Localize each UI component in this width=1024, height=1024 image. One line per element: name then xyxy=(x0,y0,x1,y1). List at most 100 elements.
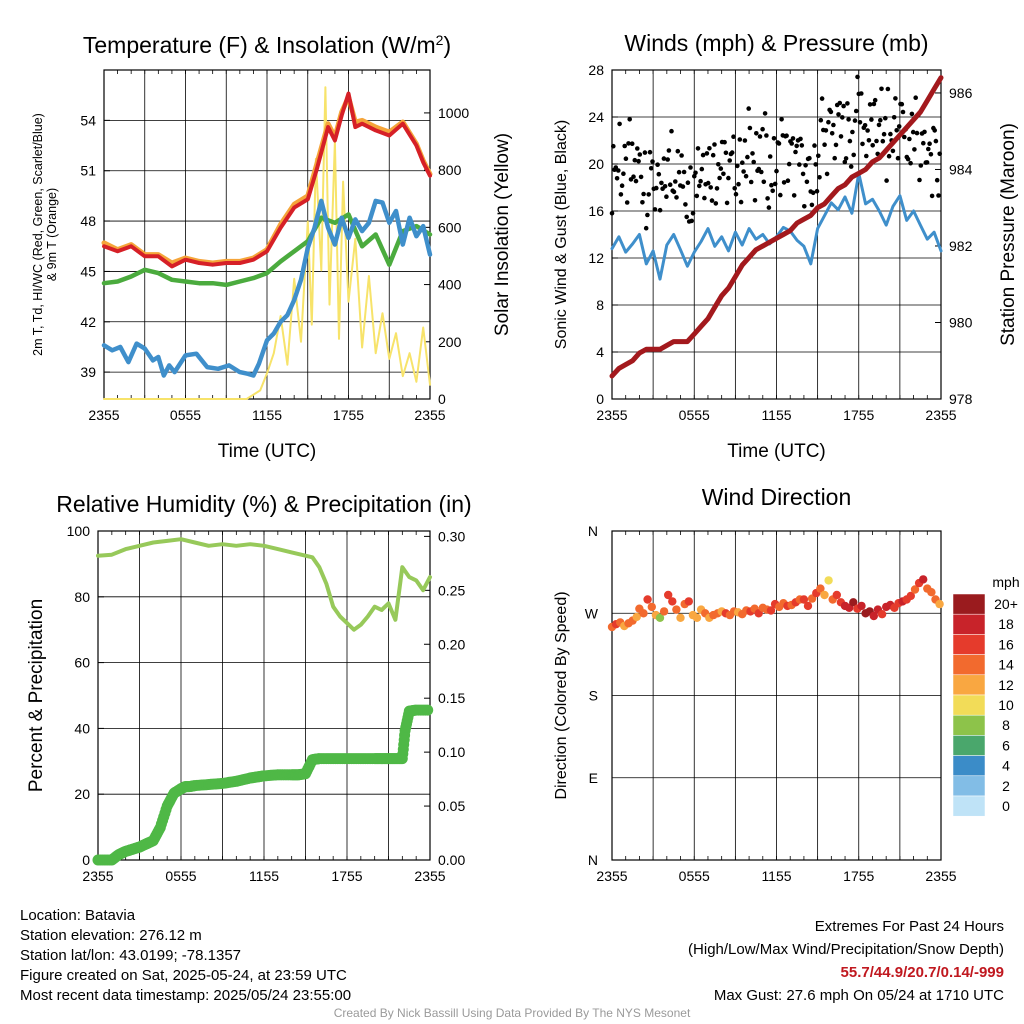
gust-point xyxy=(853,108,859,114)
y-axis-label: Percent & Precipitation xyxy=(26,599,47,792)
gust-point xyxy=(702,195,707,201)
gust-point xyxy=(695,146,701,151)
gust-point xyxy=(748,179,754,185)
gust-point xyxy=(937,151,942,157)
gust-point xyxy=(828,109,834,115)
recent-text: Most recent data timestamp: 2025/05/24 2… xyxy=(20,987,352,1004)
colorbar-swatch xyxy=(952,593,986,615)
gust-point xyxy=(891,115,897,120)
right-y-tick-label: 0.10 xyxy=(438,744,465,760)
gust-point xyxy=(638,174,644,180)
gust-point xyxy=(664,194,669,199)
chart-title: Winds (mph) & Pressure (mb) xyxy=(624,30,928,56)
x-tick-label: 1155 xyxy=(252,407,282,423)
gust-point xyxy=(774,168,779,174)
left-y-tick-label: 100 xyxy=(67,523,91,539)
gust-point xyxy=(934,177,940,183)
gust-point xyxy=(726,175,731,181)
gust-point xyxy=(810,190,816,196)
right-y-tick-label: 986 xyxy=(949,85,973,101)
y-axis-label: Direction (Colored By Speed) xyxy=(553,591,570,799)
direction-point xyxy=(935,599,944,609)
gust-point xyxy=(814,188,820,194)
gust-point xyxy=(681,169,687,175)
gust-point xyxy=(928,152,934,157)
gust-point xyxy=(708,185,713,190)
left-y-tick-label: 0 xyxy=(82,852,90,868)
gust-point xyxy=(688,165,693,170)
gust-point xyxy=(824,171,830,177)
gust-point xyxy=(797,162,802,167)
gust-point xyxy=(910,129,916,135)
right-y-tick-label: 980 xyxy=(949,314,973,330)
gust-point xyxy=(900,109,906,115)
gust-point xyxy=(851,152,856,158)
gust-point xyxy=(764,133,769,138)
gust-point xyxy=(731,134,736,139)
gust-point xyxy=(693,170,698,176)
elevation-text: Station elevation: 276.12 m xyxy=(20,927,202,944)
gust-point xyxy=(671,189,677,195)
gust-point xyxy=(648,166,654,171)
gust-point xyxy=(922,129,927,135)
gust-point xyxy=(841,103,846,109)
gust-point xyxy=(914,130,920,136)
gust-point xyxy=(714,186,720,191)
gust-point xyxy=(880,138,886,144)
gust-point xyxy=(647,149,653,155)
gust-point xyxy=(829,131,835,136)
gust-point xyxy=(767,154,773,159)
gust-point xyxy=(667,182,673,187)
gust-point xyxy=(838,134,844,139)
gust-point xyxy=(627,117,632,122)
gust-point xyxy=(655,162,660,167)
gust-point xyxy=(779,117,784,122)
title-superscript: 2 xyxy=(436,32,444,48)
x-tick-label: 1755 xyxy=(843,407,874,423)
gust-point xyxy=(907,136,912,142)
gust-point xyxy=(614,176,620,181)
gust-point xyxy=(746,106,751,111)
gust-point xyxy=(657,207,663,213)
gust-point xyxy=(679,153,684,158)
created-text: Figure created on Sat, 2025-05-24, at 23… xyxy=(20,967,347,984)
direction-point xyxy=(927,588,936,597)
gust-point xyxy=(933,138,939,144)
gust-point xyxy=(776,141,782,146)
gust-point xyxy=(881,131,887,137)
x-tick-label: 2355 xyxy=(414,407,445,423)
gust-point xyxy=(823,128,829,133)
gust-point xyxy=(899,101,905,107)
gust-point xyxy=(656,171,662,177)
gust-point xyxy=(885,86,891,92)
y-axis-label-line2: & 9m T (Orange) xyxy=(45,188,59,281)
gust-point xyxy=(857,120,863,125)
gust-point xyxy=(813,162,818,167)
winds-panel: Winds (mph) & Pressure (mb) 2355 0555 1155 1… xyxy=(553,30,1019,462)
colorbar-swatch xyxy=(952,694,986,716)
gust-point xyxy=(816,153,821,159)
left-y-tick-label: 20 xyxy=(74,786,90,802)
gust-point xyxy=(624,200,630,205)
gust-point xyxy=(669,128,674,134)
gust-point xyxy=(632,157,638,163)
gust-point xyxy=(778,192,783,198)
left-y-tick-label: 4 xyxy=(596,344,604,360)
gust-point xyxy=(622,143,627,149)
gust-point xyxy=(683,202,688,207)
gust-point xyxy=(896,124,902,129)
gust-point xyxy=(895,155,901,161)
gust-point xyxy=(717,175,722,181)
direction-point xyxy=(655,613,665,622)
gust-point xyxy=(619,183,625,188)
gust-point xyxy=(732,186,737,191)
direction-point xyxy=(832,590,841,600)
colorbar-label: 4 xyxy=(1002,758,1010,774)
gust-point xyxy=(864,153,869,159)
direction-point xyxy=(639,609,648,618)
colorbar-label: 12 xyxy=(998,677,1014,693)
gust-point xyxy=(636,158,641,164)
right-y-tick-label: 0.30 xyxy=(438,528,465,544)
gust-point xyxy=(742,138,748,143)
direction-point xyxy=(803,601,813,611)
